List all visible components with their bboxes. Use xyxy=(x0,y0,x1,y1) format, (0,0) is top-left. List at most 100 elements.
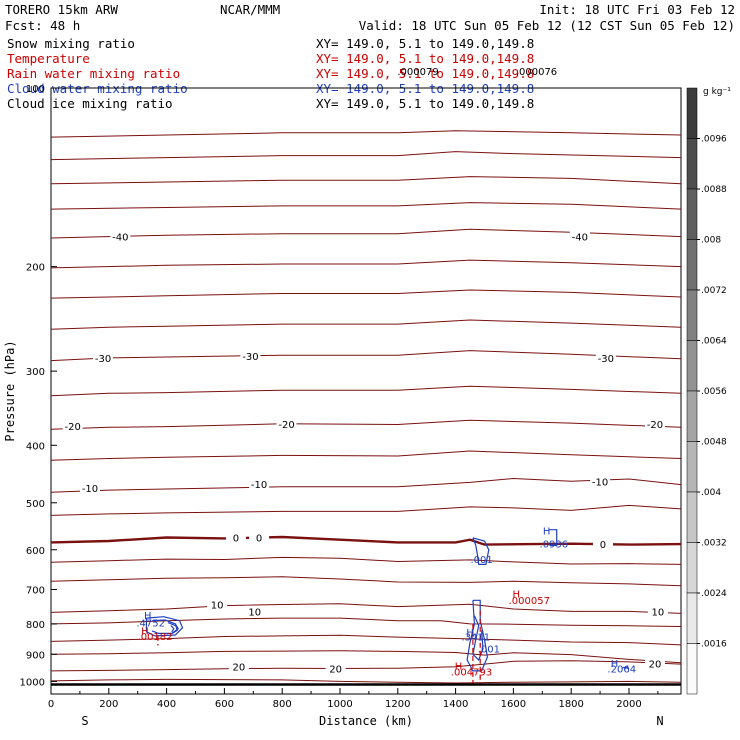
temperature-contour-label: -30 xyxy=(242,352,258,363)
temperature-contour xyxy=(50,202,682,210)
temperature-contour-label: -10 xyxy=(82,484,98,495)
temperature-contour-label: 0 xyxy=(600,540,606,551)
extremum-label: .001 xyxy=(478,644,500,655)
temperature-contour-label: 10 xyxy=(652,607,665,618)
contour-label-bg xyxy=(244,605,265,617)
legend-cloud-ice-name: Cloud ice mixing ratio xyxy=(7,96,173,111)
temperature-contour xyxy=(50,450,682,461)
temperature-contour xyxy=(50,350,682,362)
colorbar-label: .0064 xyxy=(701,337,727,347)
contour-label-bg xyxy=(228,660,249,672)
extremum-label: H xyxy=(141,627,149,638)
colorbar-swatch xyxy=(686,239,698,291)
temperature-contour xyxy=(50,419,682,430)
contour-label-bg xyxy=(207,598,228,610)
temperature-contour-label: 0 xyxy=(256,533,262,544)
cloud-water-contour xyxy=(167,622,179,634)
extremum-label: .00182 xyxy=(138,632,173,643)
contour-label-bg xyxy=(80,481,101,493)
temperature-contour-label: 20 xyxy=(649,659,662,670)
temperature-contour-label: 20 xyxy=(329,664,342,675)
contour-label-bg xyxy=(240,350,261,362)
colorbar: .0096 .0088 .008 .0072 .0064 .0056 .0048 .004 .0… xyxy=(686,87,727,695)
temperature-contour xyxy=(50,576,682,587)
colorbar-swatch xyxy=(686,340,698,392)
colorbar-swatch xyxy=(686,643,698,695)
x-tick-label: 1600 xyxy=(501,699,526,710)
y-tick-label: 500 xyxy=(26,499,45,510)
temperature-contour xyxy=(50,151,682,161)
legend-rain-name: Rain water mixing ratio xyxy=(7,66,180,81)
contour-label-bg xyxy=(644,417,665,429)
contour-label-bg xyxy=(93,351,114,363)
y-tick-label: 800 xyxy=(26,620,45,631)
temperature-contour xyxy=(50,603,682,614)
x-tick-label: 200 xyxy=(99,699,118,710)
x-axis-ticks: 0 200 400 600 800 1000 1200 1400 1600 1800 2000 xyxy=(48,688,659,710)
x-tick-label: 2000 xyxy=(616,699,641,710)
colorbar-swatch xyxy=(686,289,698,341)
colorbar-label: .0032 xyxy=(701,539,727,549)
temperature-contour-labels: -40 -40 -30 -30 -30 -20 -20 -20 -10 -10 -10 0 0 0 10 10… xyxy=(62,230,668,675)
legend-rain-xy: XY= 149.0, 5.1 to 149.0,149.8 xyxy=(316,66,534,81)
temperature-contour xyxy=(50,650,682,664)
y-tick-label: 700 xyxy=(26,586,45,597)
temperature-contour-label: -20 xyxy=(647,420,663,431)
colorbar-label: .0088 xyxy=(701,185,727,195)
org-title: NCAR/MMM xyxy=(220,2,280,17)
extremum-label: .000079 xyxy=(397,67,438,78)
extrema-annotations: H.4752H.00182H.0936.001H.000057H.3411.00… xyxy=(136,67,636,679)
colorbar-label: .0024 xyxy=(701,589,727,599)
contour-label-bg xyxy=(644,657,665,669)
contour-label-bg xyxy=(62,419,83,431)
temperature-contour xyxy=(50,660,682,672)
field-legend: Snow mixing ratio XY= 149.0, 5.1 to 149.… xyxy=(7,36,534,111)
contour-label-bg xyxy=(590,475,611,487)
extremum-label: .0936 xyxy=(540,540,569,551)
colorbar-label: .008 xyxy=(701,236,721,246)
cloud-water-contour xyxy=(549,529,558,547)
cloud-water-contour xyxy=(472,537,490,566)
temperature-contour xyxy=(50,535,682,546)
temperature-contour-label: -40 xyxy=(112,233,128,244)
contour-label-bg xyxy=(592,538,613,550)
contour-label-bg xyxy=(276,417,297,429)
temperature-contour-label: -20 xyxy=(65,422,81,433)
extremum-label: .000076 xyxy=(516,67,557,78)
contour-label-bg xyxy=(110,230,131,242)
contour-label-bg xyxy=(325,662,346,674)
temperature-contour xyxy=(50,259,682,269)
temperature-contour xyxy=(50,176,682,185)
colorbar-swatch xyxy=(686,441,698,493)
extremum-label: .001 xyxy=(470,555,492,566)
contour-label-bg xyxy=(569,230,590,242)
temperature-contour xyxy=(50,504,682,516)
y-tick-label: 200 xyxy=(26,263,45,274)
cloud-water-contour xyxy=(472,615,484,661)
y-tick-label: 1000 xyxy=(20,677,45,688)
x-tick-label: 0 xyxy=(48,699,54,710)
temperature-contour-label: -10 xyxy=(251,480,267,491)
colorbar-swatch xyxy=(686,542,698,594)
extremum-label: H xyxy=(513,589,521,600)
x-tick-label: 600 xyxy=(215,699,234,710)
cloud-water-contour xyxy=(622,666,630,670)
x-tick-label: 1200 xyxy=(385,699,410,710)
x-tick-label: 1000 xyxy=(327,699,352,710)
y-tick-label: 600 xyxy=(26,546,45,557)
temperature-contour-label: -10 xyxy=(592,477,608,488)
temperature-contour-label: 10 xyxy=(211,601,224,612)
x-tick-label: 800 xyxy=(273,699,292,710)
forecast-hour: Fcst: 48 h xyxy=(5,18,80,33)
extremum-label: H xyxy=(144,611,152,622)
plot-frame xyxy=(50,87,682,695)
extremum-label: H xyxy=(611,659,619,670)
extremum-label: .4752 xyxy=(136,618,165,629)
south-end-label: S xyxy=(81,714,88,728)
legend-cloud-ice-xy: XY= 149.0, 5.1 to 149.0,149.8 xyxy=(316,96,534,111)
colorbar-label: .0096 xyxy=(701,135,727,145)
contour-label-bg xyxy=(595,351,616,363)
legend-temperature-xy: XY= 149.0, 5.1 to 149.0,149.8 xyxy=(316,51,534,66)
extremum-label: .004793 xyxy=(451,667,492,678)
